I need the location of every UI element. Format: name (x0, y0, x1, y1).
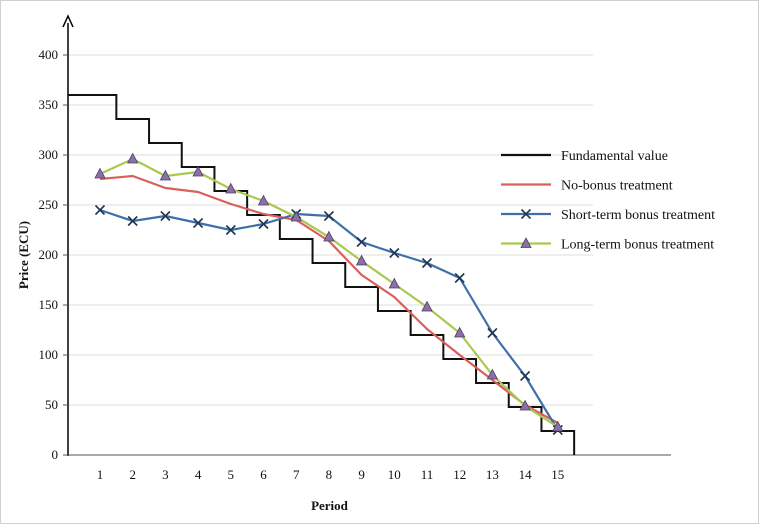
x-marker (225, 224, 236, 236)
x-marker (421, 257, 433, 269)
triangle-marker (552, 420, 564, 432)
triangle-marker (94, 167, 106, 179)
triangle-marker (421, 300, 433, 312)
legend-entry: Long-term bonus treatment (501, 237, 714, 253)
x-marker (160, 210, 171, 222)
legend-entry: Fundamental value (501, 149, 668, 164)
series-short-term-bonus-treatment (99, 208, 559, 431)
triangle-marker (454, 326, 466, 338)
legend-label: Fundamental value (561, 149, 668, 164)
y-tick-label: 200 (39, 247, 59, 262)
y-tick-label: 250 (39, 197, 59, 212)
triangle-marker (257, 194, 270, 206)
legend-label: Short-term bonus treatment (561, 208, 715, 223)
y-tick-label: 150 (39, 297, 59, 312)
triangle-marker (192, 165, 204, 177)
triangle-marker (355, 254, 368, 266)
series-markers (94, 152, 564, 436)
x-marker (520, 370, 531, 382)
triangle-marker (519, 399, 531, 411)
x-marker (258, 218, 269, 230)
x-marker (454, 272, 465, 284)
x-tick-label: 5 (228, 467, 235, 482)
x-tick-label: 15 (551, 467, 564, 482)
series-fundamental-value (68, 94, 576, 455)
y-tick-label: 100 (39, 347, 59, 362)
legend-entry: Short-term bonus treatment (501, 208, 715, 223)
x-tick-label: 4 (195, 467, 202, 482)
y-tick-label: 350 (39, 97, 59, 112)
x-marker (127, 215, 138, 227)
x-tick-label: 9 (358, 467, 365, 482)
x-marker (94, 204, 106, 216)
y-tick-label: 300 (39, 147, 59, 162)
x-marker (323, 210, 334, 222)
legend-entry: No-bonus treatment (501, 179, 673, 194)
legend: Fundamental value No-bonus treatment Short… (501, 149, 715, 253)
y-axis-title: Price (ECU) (16, 221, 31, 289)
legend-label: Long-term bonus treatment (561, 238, 714, 253)
triangle-marker (127, 152, 139, 164)
triangle-marker (159, 169, 172, 181)
triangle-marker (323, 230, 335, 242)
series-lines (68, 94, 576, 455)
x-tick-label: 12 (453, 467, 466, 482)
gridlines (68, 54, 593, 406)
y-axis-arrow (62, 14, 74, 28)
x-marker (389, 247, 400, 259)
x-axis-title: Period (311, 498, 349, 513)
y-tick-label: 0 (52, 447, 59, 462)
y-tick-label: 50 (45, 397, 58, 412)
x-tick-label: 8 (326, 467, 333, 482)
x-marker (193, 217, 204, 229)
triangle-marker (225, 182, 237, 194)
x-tick-label: 13 (486, 467, 499, 482)
x-tick-label: 2 (129, 467, 136, 482)
legend-label: No-bonus treatment (561, 179, 673, 194)
triangle-marker (520, 237, 532, 248)
series-long-term-bonus-treatment (99, 157, 559, 428)
x-marker (520, 208, 532, 220)
x-tick-label: 10 (388, 467, 401, 482)
x-tick-label: 3 (162, 467, 169, 482)
x-tick-label: 1 (97, 467, 104, 482)
x-marker (356, 236, 367, 248)
x-tick-label: 7 (293, 467, 300, 482)
triangle-marker (290, 210, 302, 222)
x-tick-label: 6 (260, 467, 267, 482)
x-tick-label: 11 (421, 467, 434, 482)
x-marker (487, 327, 498, 339)
x-tick-label: 14 (519, 467, 533, 482)
axes (62, 14, 671, 456)
triangle-marker (388, 277, 400, 289)
triangle-marker (486, 368, 499, 380)
y-tick-label: 400 (39, 47, 59, 62)
